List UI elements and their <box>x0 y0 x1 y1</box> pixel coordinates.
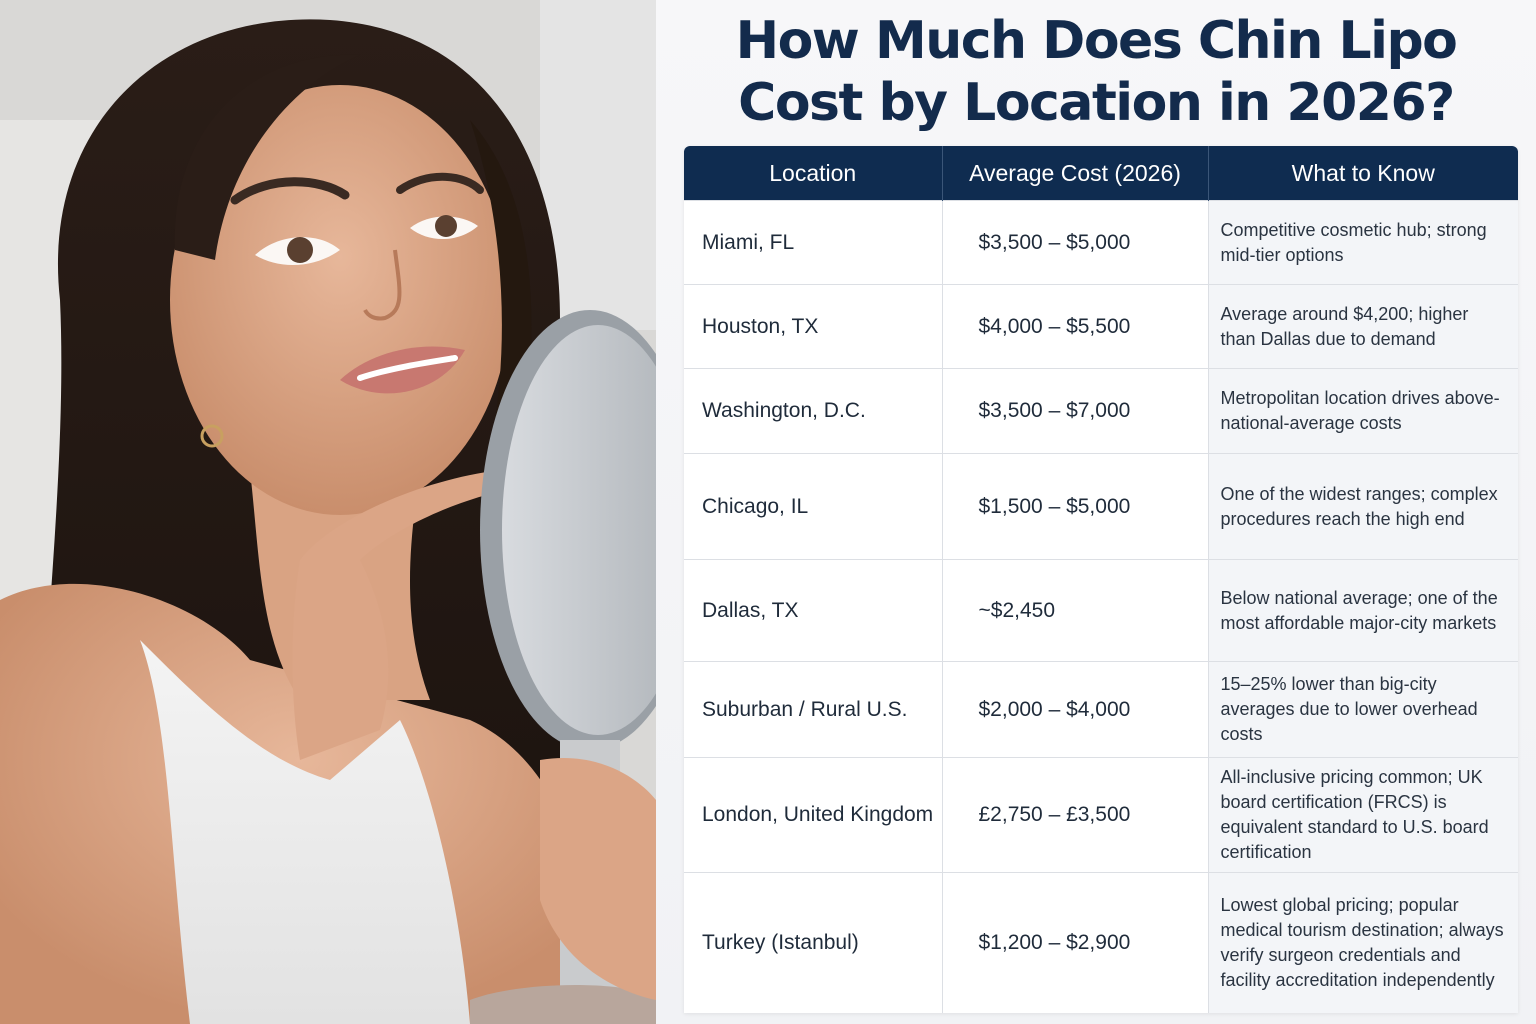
note-cell: Metropolitan location drives above-natio… <box>1208 368 1518 454</box>
table-row: Turkey (Istanbul) $1,200 – $2,900 Lowest… <box>684 872 1518 1013</box>
title-line-1: How Much Does Chin Lipo <box>735 11 1458 71</box>
note-cell: Average around $4,200; higher than Dalla… <box>1208 284 1518 369</box>
column-header-notes: What to Know <box>1208 146 1518 201</box>
location-cell: Miami, FL <box>684 200 943 285</box>
table-header-row: Location Average Cost (2026) What to Kno… <box>684 146 1518 201</box>
note-cell: Competitive cosmetic hub; strong mid-tie… <box>1208 200 1518 285</box>
page-title: How Much Does Chin Lipo Cost by Location… <box>656 10 1536 134</box>
cost-cell: $4,000 – $5,500 <box>942 284 1209 369</box>
woman-with-mirror-photo <box>0 0 656 1024</box>
info-panel: How Much Does Chin Lipo Cost by Location… <box>656 0 1536 1024</box>
column-header-cost: Average Cost (2026) <box>942 146 1209 201</box>
location-cell: Dallas, TX <box>684 559 943 662</box>
table-row: Washington, D.C. $3,500 – $7,000 Metropo… <box>684 368 1518 454</box>
location-cell: Suburban / Rural U.S. <box>684 661 943 758</box>
location-cell: Turkey (Istanbul) <box>684 872 943 1013</box>
note-cell: One of the widest ranges; complex proced… <box>1208 453 1518 560</box>
cost-cell: £2,750 – £3,500 <box>942 757 1209 873</box>
table-row: Dallas, TX ~$2,450 Below national averag… <box>684 559 1518 662</box>
table-row: Houston, TX $4,000 – $5,500 Average arou… <box>684 284 1518 369</box>
cost-cell: $2,000 – $4,000 <box>942 661 1209 758</box>
cost-cell: ~$2,450 <box>942 559 1209 662</box>
note-cell: All-inclusive pricing common; UK board c… <box>1208 757 1518 873</box>
column-header-location: Location <box>684 146 943 201</box>
location-cell: Chicago, IL <box>684 453 943 560</box>
location-cell: Houston, TX <box>684 284 943 369</box>
note-cell: 15–25% lower than big-city averages due … <box>1208 661 1518 758</box>
table-row: Suburban / Rural U.S. $2,000 – $4,000 15… <box>684 661 1518 758</box>
note-cell: Lowest global pricing; popular medical t… <box>1208 872 1518 1013</box>
table-row: London, United Kingdom £2,750 – £3,500 A… <box>684 757 1518 873</box>
table-row: Chicago, IL $1,500 – $5,000 One of the w… <box>684 453 1518 560</box>
location-cell: London, United Kingdom <box>684 757 943 873</box>
cost-table: Location Average Cost (2026) What to Kno… <box>684 146 1518 1013</box>
cost-cell: $1,500 – $5,000 <box>942 453 1209 560</box>
cost-cell: $1,200 – $2,900 <box>942 872 1209 1013</box>
cost-cell: $3,500 – $7,000 <box>942 368 1209 454</box>
table-row: Miami, FL $3,500 – $5,000 Competitive co… <box>684 200 1518 285</box>
location-cell: Washington, D.C. <box>684 368 943 454</box>
note-cell: Below national average; one of the most … <box>1208 559 1518 662</box>
cost-cell: $3,500 – $5,000 <box>942 200 1209 285</box>
title-line-2: Cost by Location in 2026? <box>738 73 1455 133</box>
